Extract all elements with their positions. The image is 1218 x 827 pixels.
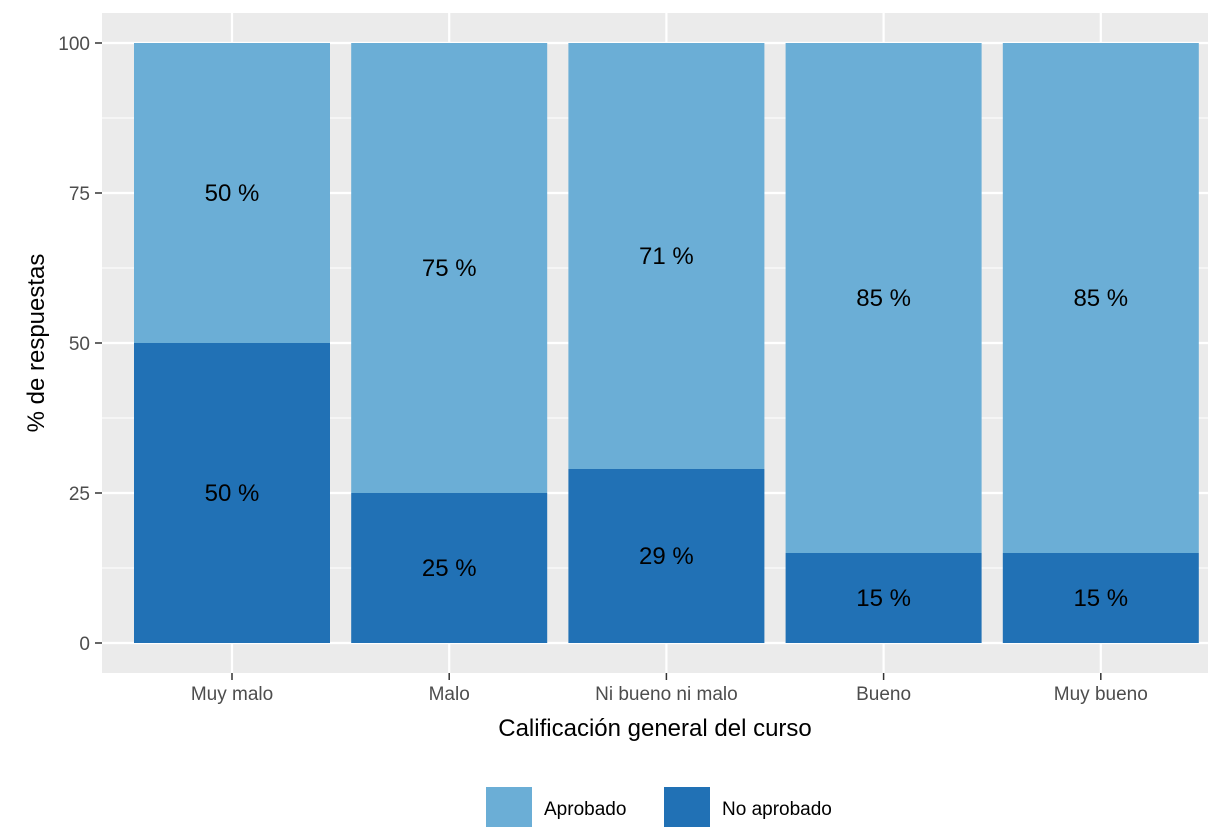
y-axis: 0 25 50 75 100 — [58, 34, 102, 655]
data-label-no-aprobado: 15 % — [1073, 585, 1128, 612]
x-tick-label: Ni bueno ni malo — [595, 684, 738, 705]
bar-aprobado — [568, 43, 765, 469]
bar-aprobado — [785, 43, 982, 553]
data-label-aprobado: 75 % — [422, 255, 477, 282]
y-axis-title: % de respuestas — [23, 254, 50, 433]
legend-key-no-aprobado — [664, 787, 710, 827]
bar-no-aprobado — [785, 553, 982, 643]
bars — [134, 43, 1199, 643]
x-axis: Muy malo Malo Ni bueno ni malo Bueno Muy bue… — [191, 673, 1148, 705]
data-label-aprobado: 71 % — [639, 243, 694, 270]
bar-no-aprobado — [134, 343, 330, 643]
x-tick-label: Muy malo — [191, 684, 273, 705]
legend: Aprobado No aprobado — [486, 787, 832, 827]
y-tick-label: 75 — [69, 184, 90, 205]
legend-label-no-aprobado: No aprobado — [722, 799, 832, 820]
bar-labels: 50 % 50 % 25 % 75 % 29 % 71 % 15 % 85 % 15 % 85 % — [205, 180, 1129, 612]
data-label-aprobado: 85 % — [856, 285, 911, 312]
x-tick-label: Bueno — [856, 684, 911, 705]
data-label-aprobado: 50 % — [205, 180, 260, 207]
data-label-no-aprobado: 25 % — [422, 555, 477, 582]
x-tick-label: Malo — [429, 684, 470, 705]
bar-aprobado — [351, 43, 548, 493]
y-tick-label: 50 — [69, 334, 90, 355]
bar-aprobado — [1002, 43, 1199, 553]
legend-label-aprobado: Aprobado — [544, 799, 626, 820]
x-axis-title: Calificación general del curso — [498, 715, 812, 742]
data-label-no-aprobado: 29 % — [639, 543, 694, 570]
data-label-aprobado: 85 % — [1073, 285, 1128, 312]
data-label-no-aprobado: 15 % — [856, 585, 911, 612]
y-tick-label: 25 — [69, 484, 90, 505]
bar-no-aprobado — [568, 469, 765, 643]
legend-key-aprobado — [486, 787, 532, 827]
y-tick-label: 100 — [58, 34, 90, 55]
x-tick-label: Muy bueno — [1054, 684, 1148, 705]
bar-no-aprobado — [351, 493, 548, 643]
y-tick-label: 0 — [79, 634, 90, 655]
bar-no-aprobado — [1002, 553, 1199, 643]
data-label-no-aprobado: 50 % — [205, 480, 260, 507]
bar-aprobado — [134, 43, 330, 343]
